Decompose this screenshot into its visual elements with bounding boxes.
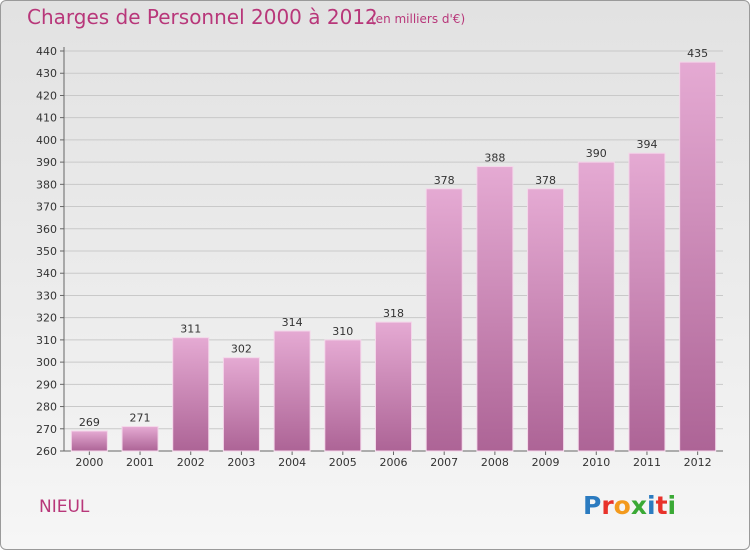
x-tick-label-2009: 2009	[532, 456, 560, 469]
chart-unit: (en milliers d'€)	[371, 12, 466, 26]
bar-2006	[375, 321, 412, 452]
bar-2011	[628, 152, 666, 452]
y-tick-label: 260	[36, 445, 57, 458]
x-tick-label-2002: 2002	[177, 456, 205, 469]
bar-2009	[527, 188, 565, 452]
y-tick-label: 380	[36, 178, 57, 191]
y-tick-label: 310	[36, 334, 57, 347]
bar-2002	[172, 337, 210, 452]
y-tick-label: 420	[36, 89, 57, 102]
proxiti-logo[interactable]: Proxiti	[583, 491, 676, 520]
value-label-2003: 302	[231, 343, 252, 356]
value-label-2006: 318	[383, 307, 404, 320]
y-tick-label: 330	[36, 289, 57, 302]
label-layer: 269 271 311 302 314 310 318 378 388 378 390 394 435	[79, 47, 708, 429]
value-label-2007: 378	[434, 174, 455, 187]
bar-layer	[70, 61, 717, 452]
x-tick-label-2004: 2004	[278, 456, 306, 469]
logo-letter: P	[583, 491, 602, 520]
bar-2007	[425, 188, 463, 452]
y-tick-label: 270	[36, 423, 57, 436]
logo-letter: i	[647, 491, 656, 520]
bar-2012	[679, 61, 717, 452]
x-tick-label-2006: 2006	[380, 456, 408, 469]
value-label-2002: 311	[180, 323, 201, 336]
x-tick-label-2007: 2007	[430, 456, 458, 469]
value-label-2010: 390	[586, 147, 607, 160]
x-tick-label-2008: 2008	[481, 456, 509, 469]
y-tick-label: 410	[36, 112, 57, 125]
x-tick-label-2000: 2000	[75, 456, 103, 469]
y-tick-label: 340	[36, 267, 57, 280]
logo-letter: r	[601, 491, 614, 520]
y-tick-label: 290	[36, 378, 57, 391]
x-tick-label-2010: 2010	[582, 456, 610, 469]
logo-letter: o	[613, 491, 631, 520]
bar-2008	[476, 166, 514, 452]
value-label-2009: 378	[535, 174, 556, 187]
place-name: NIEUL	[39, 497, 90, 517]
x-tick-label-2011: 2011	[633, 456, 661, 469]
value-label-2011: 394	[636, 138, 657, 151]
y-tick-label: 370	[36, 201, 57, 214]
bar-2000	[70, 430, 108, 452]
logo-letter: t	[655, 491, 668, 520]
y-tick-label: 390	[36, 156, 57, 169]
logo-letter: x	[630, 491, 647, 520]
logo-letter: i	[667, 491, 677, 520]
y-tick-label: 280	[36, 401, 57, 414]
y-tick-label: 320	[36, 312, 57, 325]
y-tick-label: 360	[36, 223, 57, 236]
x-tick-label-2001: 2001	[126, 456, 154, 469]
value-label-2004: 314	[282, 316, 303, 329]
bar-2004	[273, 330, 311, 452]
chart-title: Charges de Personnel 2000 à 2012	[27, 5, 378, 29]
value-label-2008: 388	[484, 152, 505, 165]
x-tick-label-2005: 2005	[329, 456, 357, 469]
x-tick-label-2003: 2003	[227, 456, 255, 469]
value-label-2000: 269	[79, 416, 100, 429]
value-label-2001: 271	[130, 412, 151, 425]
bar-2003	[222, 357, 260, 452]
y-tick-label: 440	[36, 45, 57, 58]
bar-2010	[577, 161, 615, 452]
y-tick-label: 300	[36, 356, 57, 369]
bar-2005	[324, 339, 362, 452]
y-tick-label: 430	[36, 67, 57, 80]
y-tick-label: 400	[36, 134, 57, 147]
x-tick-label-2012: 2012	[684, 456, 712, 469]
bar-2001	[121, 426, 159, 452]
axis-layer: 260 270 280 290 300 310 320 330 340 350 360 370 380 3…	[36, 45, 723, 469]
value-label-2012: 435	[687, 47, 708, 60]
y-tick-label: 350	[36, 245, 57, 258]
value-label-2005: 310	[332, 325, 353, 338]
